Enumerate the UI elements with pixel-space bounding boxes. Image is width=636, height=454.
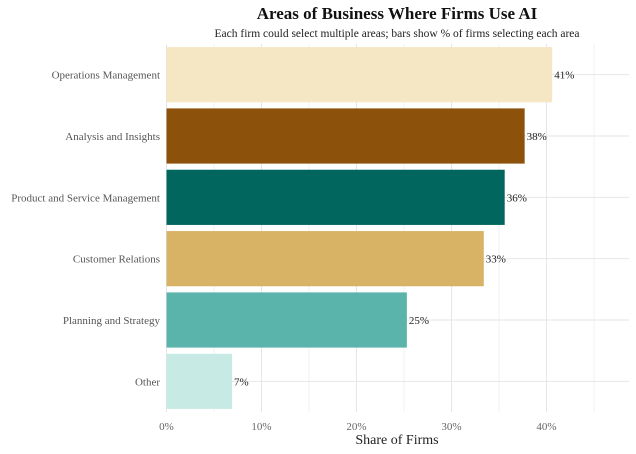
chart-subtitle: Each firm could select multiple areas; b… <box>215 28 580 40</box>
x-tick-label: 10% <box>251 421 271 433</box>
category-label: Operations Management <box>52 70 160 82</box>
bars: 41% 38% 36% 33% 25% 7% <box>166 47 574 409</box>
category-label: Product and Service Management <box>11 192 160 204</box>
data-label: 7% <box>234 376 249 388</box>
data-label: 38% <box>527 131 547 143</box>
data-label: 41% <box>554 70 574 82</box>
x-tick-label: 20% <box>346 421 366 433</box>
bar <box>166 353 233 409</box>
category-label: Planning and Strategy <box>63 315 161 327</box>
bar <box>166 169 505 225</box>
x-tick-label: 30% <box>441 421 461 433</box>
bar <box>166 47 553 103</box>
x-tick-labels: 0% 10% 20% 30% 40% <box>159 421 556 433</box>
x-axis-label: Share of Firms <box>355 433 438 448</box>
data-label: 36% <box>507 192 527 204</box>
data-label: 25% <box>409 315 429 327</box>
bar <box>166 108 525 164</box>
category-label: Other <box>135 376 160 388</box>
data-label: 33% <box>486 254 506 266</box>
category-label: Customer Relations <box>73 254 160 266</box>
x-tick-label: 0% <box>159 421 174 433</box>
category-labels: Operations Management Analysis and Insigh… <box>11 70 160 389</box>
bar <box>166 231 484 287</box>
x-tick-label: 40% <box>536 421 556 433</box>
chart-title: Areas of Business Where Firms Use AI <box>257 4 538 23</box>
category-label: Analysis and Insights <box>65 131 160 143</box>
bar <box>166 292 407 348</box>
